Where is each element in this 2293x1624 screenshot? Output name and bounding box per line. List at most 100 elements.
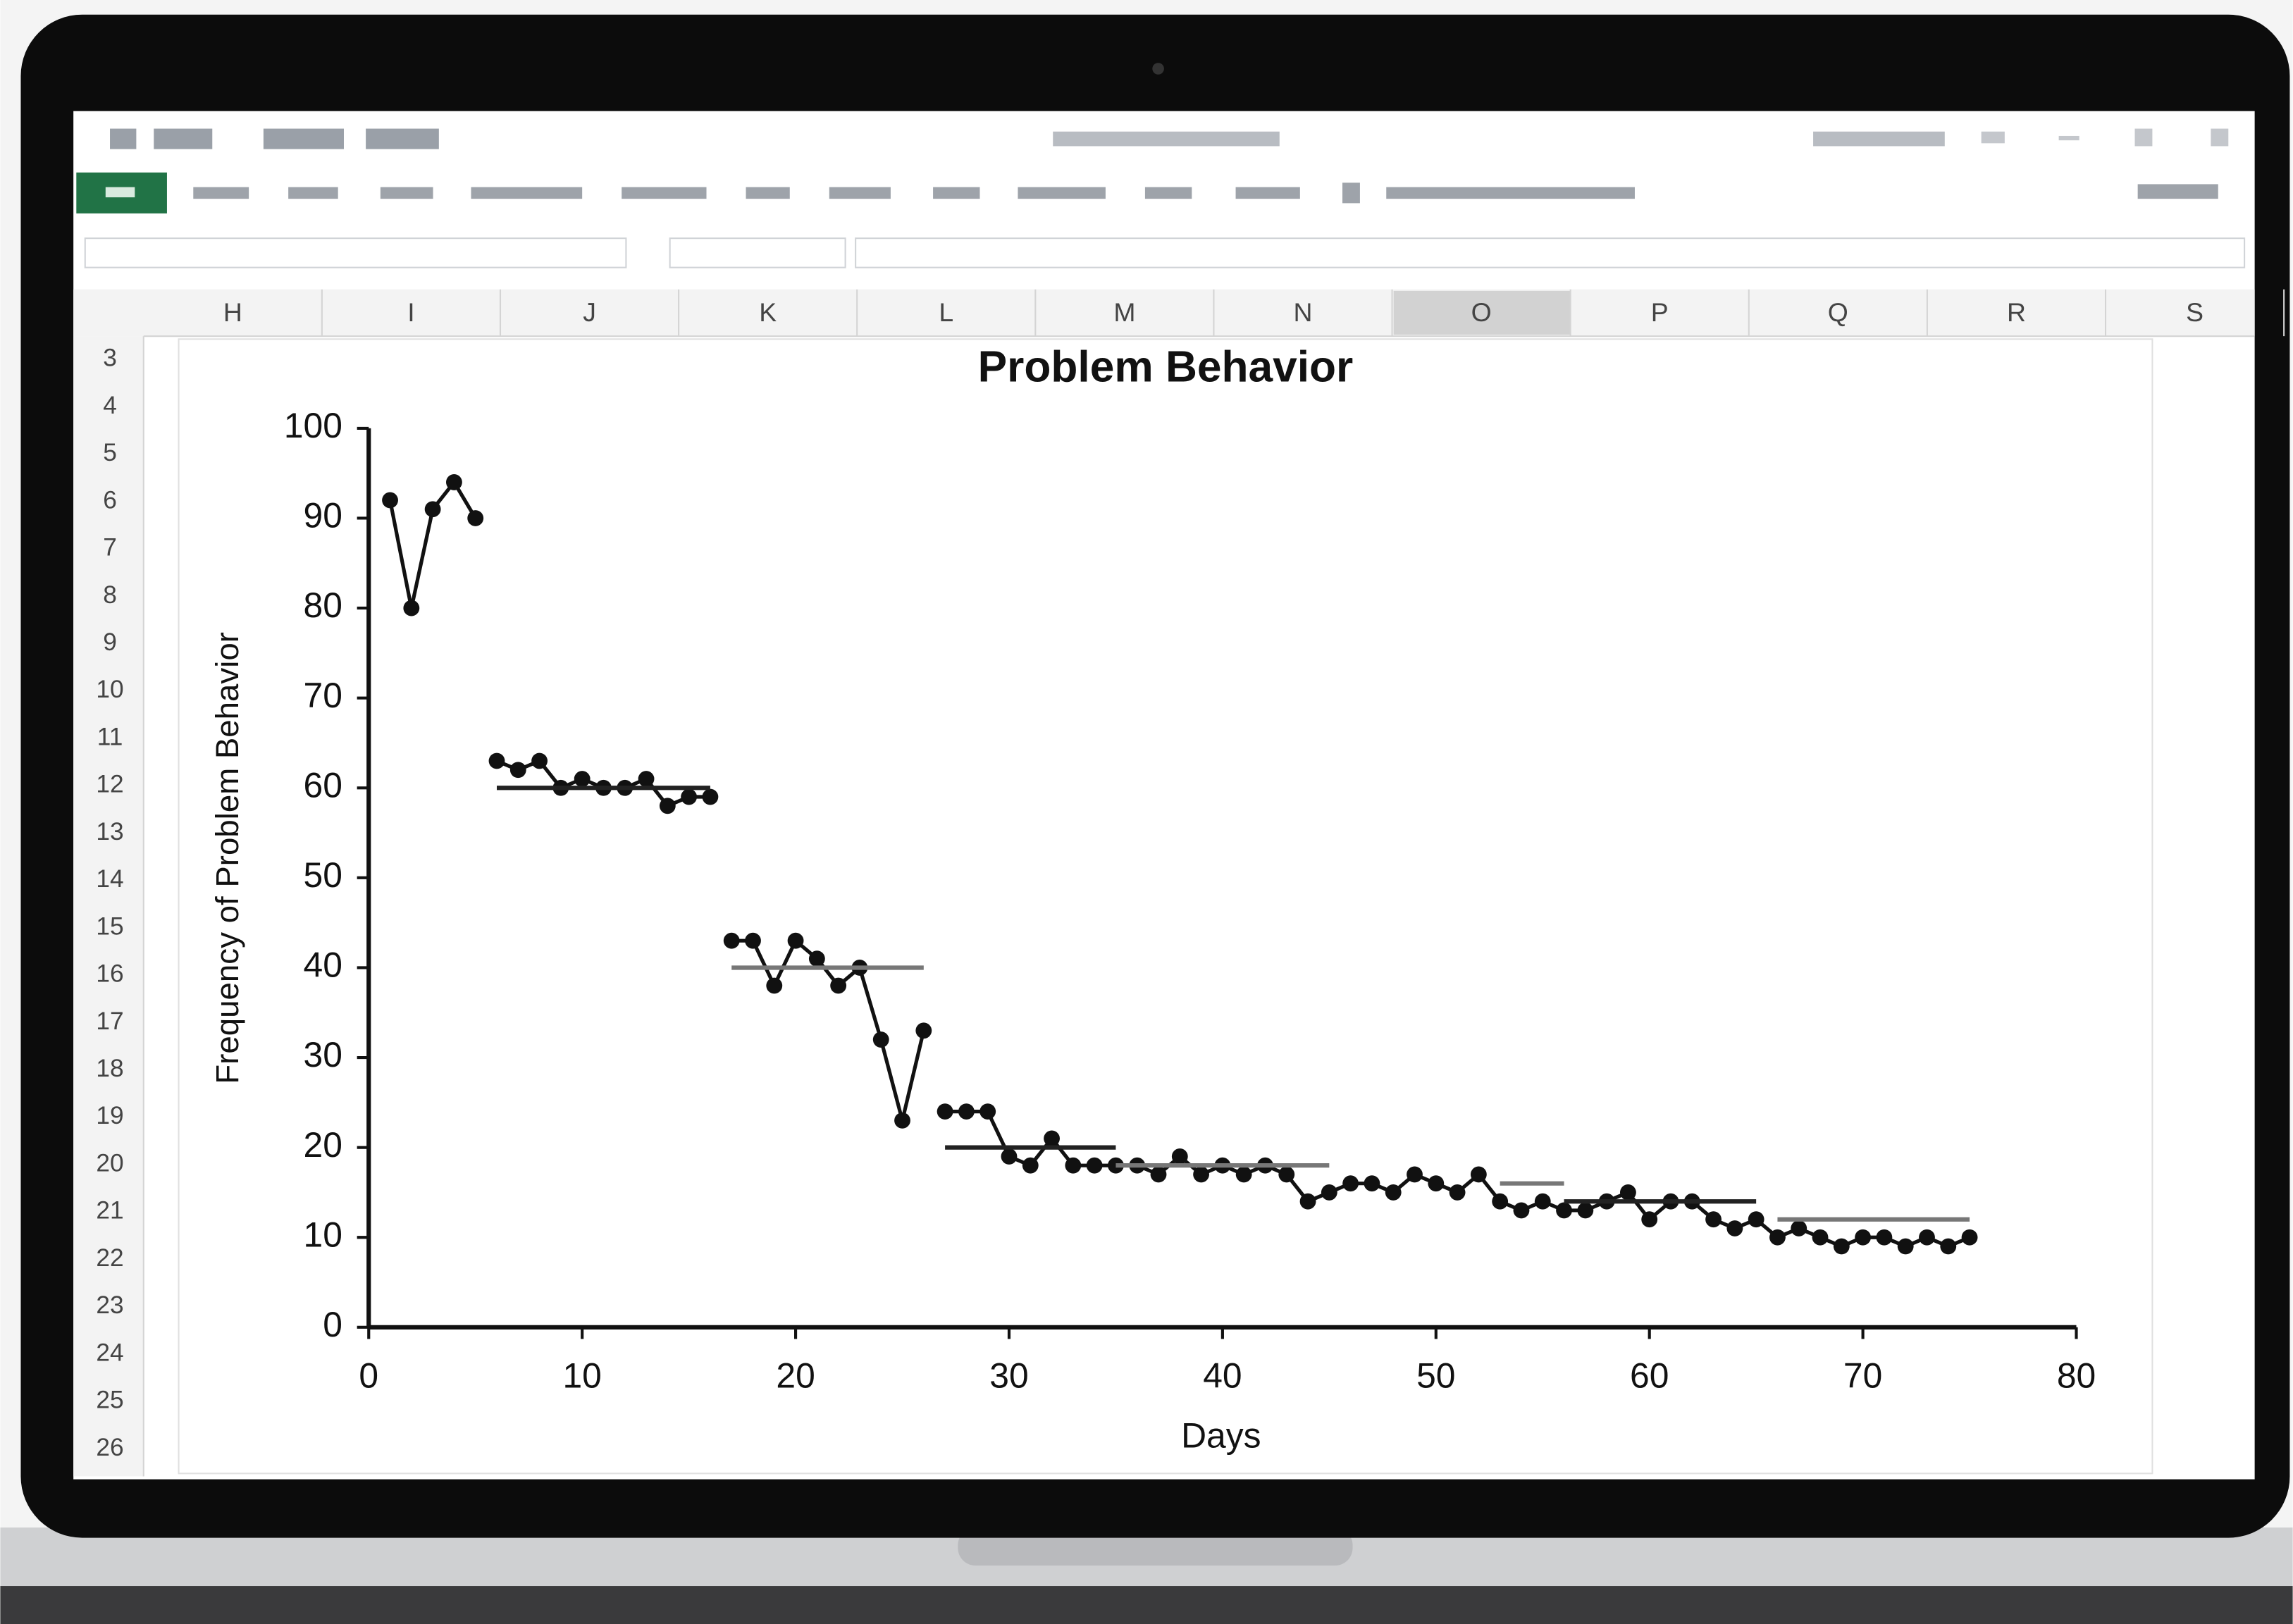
data-point: [937, 1103, 953, 1120]
row-header[interactable]: 11: [97, 723, 123, 750]
data-point: [1705, 1211, 1722, 1227]
data-point: [1535, 1194, 1551, 1210]
data-point: [1342, 1175, 1359, 1191]
formula-buttons[interactable]: [670, 238, 846, 267]
row-header[interactable]: 23: [96, 1291, 123, 1319]
column-header[interactable]: Q: [1828, 297, 1848, 327]
x-tick-label: 40: [1203, 1356, 1242, 1396]
data-point: [788, 933, 804, 949]
data-point: [1407, 1167, 1423, 1183]
row-header[interactable]: 6: [103, 486, 117, 514]
row-header[interactable]: 19: [96, 1102, 123, 1129]
data-point: [1940, 1239, 1956, 1255]
row-header[interactable]: 24: [96, 1339, 123, 1366]
camera: [1152, 63, 1164, 75]
data-point: [638, 771, 655, 787]
row-header[interactable]: 5: [103, 439, 117, 466]
data-point: [1364, 1175, 1380, 1191]
data-point: [1151, 1167, 1167, 1183]
data-point: [1172, 1148, 1188, 1165]
x-tick-label: 20: [776, 1356, 815, 1396]
data-point: [1855, 1229, 1871, 1246]
data-point: [1428, 1175, 1444, 1191]
data-point: [489, 753, 505, 769]
y-tick-label: 70: [304, 676, 342, 715]
data-point: [1385, 1184, 1402, 1201]
data-point: [681, 789, 697, 805]
row-header[interactable]: 20: [96, 1149, 123, 1177]
y-tick-label: 0: [323, 1305, 342, 1344]
column-header[interactable]: I: [407, 297, 414, 327]
data-point: [446, 474, 462, 490]
column-header[interactable]: L: [939, 297, 953, 327]
user-name: [1813, 132, 1945, 147]
window-title: [1053, 132, 1280, 147]
laptop-base-edge: [0, 1586, 2292, 1624]
x-tick-label: 50: [1416, 1356, 1455, 1396]
y-tick-label: 40: [304, 946, 342, 985]
row-header[interactable]: 14: [96, 865, 123, 893]
row-header[interactable]: 13: [96, 818, 123, 845]
data-point: [1300, 1194, 1316, 1210]
column-header[interactable]: M: [1113, 297, 1135, 327]
row-header[interactable]: 12: [96, 771, 123, 798]
formula-bar[interactable]: [855, 238, 2244, 267]
y-tick-label: 90: [304, 496, 342, 535]
column-header[interactable]: K: [759, 297, 777, 327]
data-point: [1450, 1184, 1466, 1201]
row-header[interactable]: 10: [96, 676, 123, 703]
data-point: [1769, 1229, 1786, 1246]
data-point: [1471, 1167, 1487, 1183]
data-point: [1044, 1130, 1060, 1146]
x-tick-label: 80: [2057, 1356, 2096, 1396]
data-point: [1962, 1229, 1978, 1246]
data-point: [574, 771, 591, 787]
data-point: [1641, 1211, 1657, 1227]
column-header[interactable]: O: [1471, 297, 1492, 327]
x-tick-label: 10: [562, 1356, 601, 1396]
column-header[interactable]: N: [1294, 297, 1313, 327]
row-header[interactable]: 9: [103, 628, 117, 656]
data-point: [1556, 1203, 1572, 1219]
row-header[interactable]: 17: [96, 1008, 123, 1035]
data-point: [958, 1103, 975, 1120]
data-point: [894, 1112, 910, 1129]
data-point: [766, 978, 782, 994]
row-header[interactable]: 16: [96, 960, 123, 988]
column-header[interactable]: S: [2186, 297, 2204, 327]
data-point: [873, 1031, 889, 1048]
row-header[interactable]: 8: [103, 581, 117, 609]
file-tab-label: [106, 187, 135, 198]
row-header[interactable]: 7: [103, 534, 117, 562]
y-tick-label: 20: [304, 1125, 342, 1165]
row-header[interactable]: 18: [96, 1055, 123, 1082]
data-point: [830, 978, 846, 994]
data-point: [745, 933, 761, 949]
data-point: [1236, 1167, 1252, 1183]
y-tick-label: 50: [304, 855, 342, 895]
page: H I J K L M N O P Q R S 3 4 5 6 7 8 9 10 11 12 13 14 15 16 17 18 19 2…: [0, 0, 2293, 1624]
row-header[interactable]: 15: [96, 912, 123, 940]
name-box[interactable]: [85, 238, 626, 267]
data-point: [1193, 1167, 1209, 1183]
row-header[interactable]: 26: [96, 1434, 123, 1461]
row-header[interactable]: 25: [96, 1387, 123, 1414]
row-header[interactable]: 22: [96, 1244, 123, 1272]
row-header[interactable]: 21: [96, 1197, 123, 1225]
data-point: [1834, 1239, 1850, 1255]
data-point: [1278, 1167, 1294, 1183]
row-header[interactable]: 3: [103, 345, 117, 372]
quick-access-toolbar: [110, 129, 439, 149]
x-axis-label: Days: [1181, 1416, 1261, 1456]
data-point: [382, 492, 398, 509]
column-header[interactable]: J: [583, 297, 596, 327]
row-header[interactable]: 4: [103, 392, 117, 419]
data-point: [1321, 1184, 1337, 1201]
column-header[interactable]: R: [2007, 297, 2026, 327]
data-point: [1492, 1194, 1508, 1210]
y-tick-label: 100: [284, 406, 342, 445]
column-header[interactable]: P: [1651, 297, 1669, 327]
chart-area[interactable]: [179, 339, 2153, 1473]
column-header[interactable]: H: [223, 297, 242, 327]
data-point: [1001, 1148, 1018, 1165]
